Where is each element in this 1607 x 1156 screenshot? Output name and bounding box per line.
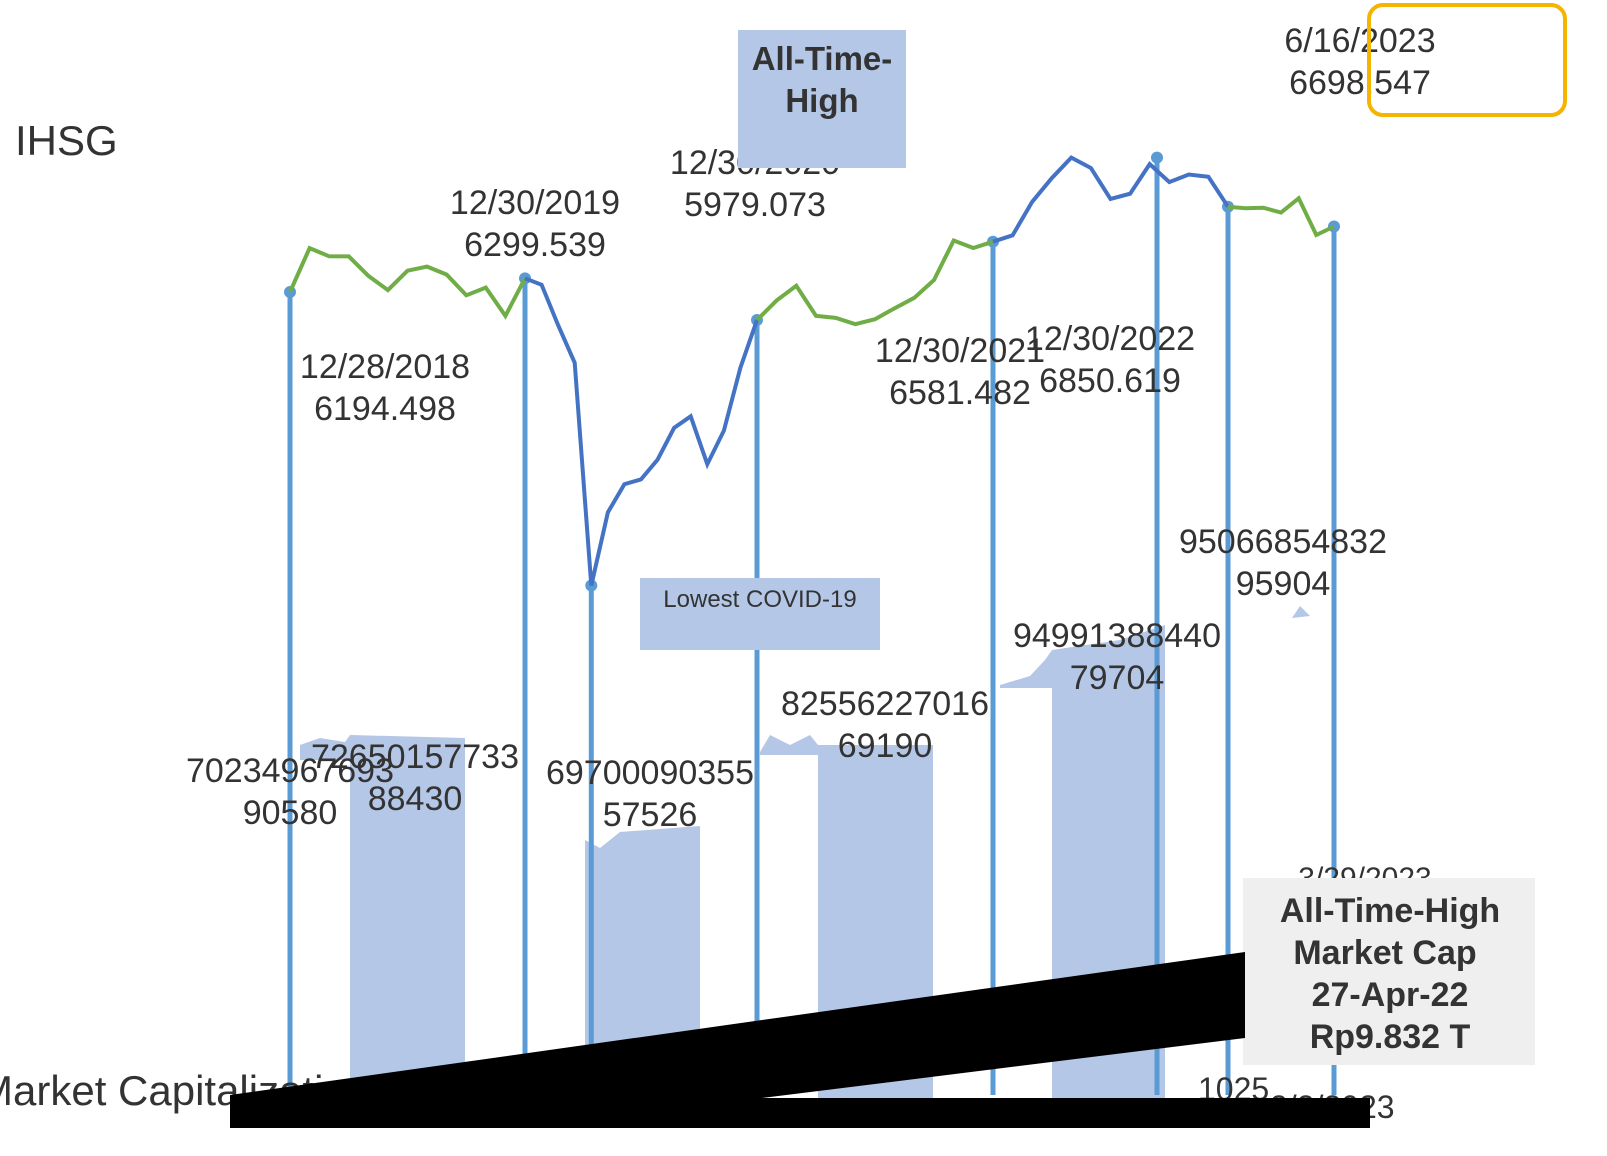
area-segment [1292,606,1310,618]
point [1151,151,1163,164]
market-cap-label: 72650157733 [311,738,519,776]
point-value: 6581.482 [889,374,1031,412]
ath-label: All-Time- [752,40,893,77]
redaction [230,952,1245,1128]
area-segment [300,735,465,1100]
highlight-box [1367,3,1567,117]
covid-box [640,578,880,650]
point-value: 6698.547 [1289,64,1431,102]
market-cap-label: 90580 [243,794,338,832]
point-value: 6850.619 [1039,362,1181,400]
ath-mcap-label: Market Cap [1293,934,1476,972]
line-segment [755,237,994,327]
chart-title: IHSG [15,117,118,164]
redaction [230,1098,1370,1128]
market-cap-label: 95904 [1236,565,1331,603]
ath-label: High [785,82,858,119]
line-segment [524,276,759,586]
market-cap-label: 70234967693 [186,752,394,790]
point-date: 12/30/2019 [450,184,620,222]
point-date: 6/16/2023 [1284,22,1435,60]
ihsg-line [288,155,1335,586]
market-cap-label: 88430 [368,780,463,818]
area-segment [585,826,700,1100]
ath-mcap-box [1243,878,1535,1065]
ath-mcap-label: Rp9.832 T [1310,1018,1471,1056]
market-cap-label: 69190 [838,727,933,765]
ath-mcap-label: All-Time-High [1280,892,1500,930]
ath-mcap-label: 27-Apr-22 [1312,976,1469,1014]
market-cap-label: 94991388440 [1013,617,1221,655]
market-cap-label: 69700090355 [546,754,754,792]
line-segment [1227,195,1335,238]
labels: 12/28/2018 6194.498 12/30/2019 6299.539 12/3… [186,22,1436,834]
point-date: 12/30/2021 [875,332,1045,370]
ath-box [738,30,906,168]
point-date: 12/28/2018 [300,348,470,386]
covid-label: Lowest COVID-19 [663,586,856,613]
market-cap-label: 57526 [603,796,698,834]
market-cap-label: 95066854832 [1179,523,1387,561]
point-value: 6194.498 [314,390,456,428]
point-value: 6299.539 [464,226,606,264]
line-segment [992,155,1230,244]
market-cap-label: 79704 [1070,659,1165,697]
point-value: 5979.073 [684,186,826,224]
market-cap-label: 82556227016 [781,685,989,723]
line-segment [288,245,527,320]
point-date: 12/30/2022 [1025,320,1195,358]
